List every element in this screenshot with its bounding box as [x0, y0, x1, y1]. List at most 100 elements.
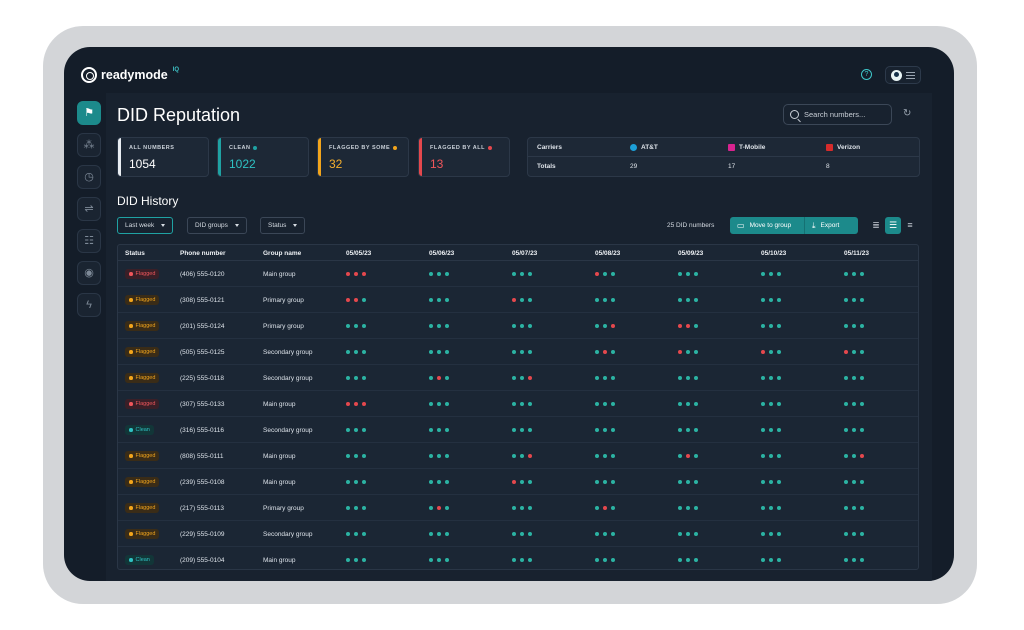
column-header[interactable]: 05/08/23 — [595, 250, 621, 257]
flag-icon[interactable]: ⚑ — [77, 101, 101, 125]
phone-number[interactable]: (316) 555-0116 — [180, 427, 224, 434]
table-row[interactable]: Flagged (217) 555-0113 Primary group — [118, 495, 918, 521]
phone-number[interactable]: (217) 555-0113 — [180, 505, 224, 512]
day-status-dots[interactable] — [844, 402, 864, 406]
date-range-filter[interactable]: Last week — [117, 217, 174, 234]
table-row[interactable]: Flagged (505) 555-0125 Secondary group — [118, 339, 918, 365]
phone-number[interactable]: (808) 555-0111 — [180, 453, 224, 460]
stat-card[interactable]: CLEAN 1022 — [217, 137, 309, 177]
day-status-dots[interactable] — [512, 428, 532, 432]
day-status-dots[interactable] — [429, 428, 449, 432]
bulb-icon[interactable]: ◉ — [77, 261, 101, 285]
table-row[interactable]: Flagged (808) 555-0111 Main group — [118, 443, 918, 469]
day-status-dots[interactable] — [346, 558, 366, 562]
day-status-dots[interactable] — [761, 506, 781, 510]
day-status-dots[interactable] — [512, 558, 532, 562]
day-status-dots[interactable] — [512, 532, 532, 536]
day-status-dots[interactable] — [595, 480, 615, 484]
app-logo[interactable]: readymode IQ — [81, 67, 179, 83]
day-status-dots[interactable] — [346, 428, 366, 432]
day-status-dots[interactable] — [844, 272, 864, 276]
column-header[interactable]: 05/05/23 — [346, 250, 372, 257]
day-status-dots[interactable] — [595, 506, 615, 510]
day-status-dots[interactable] — [429, 558, 449, 562]
day-status-dots[interactable] — [346, 480, 366, 484]
stat-card[interactable]: ALL NUMBERS 1054 — [117, 137, 209, 177]
day-status-dots[interactable] — [346, 298, 366, 302]
day-status-dots[interactable] — [346, 454, 366, 458]
day-status-dots[interactable] — [844, 298, 864, 302]
column-header[interactable]: 05/09/23 — [678, 250, 704, 257]
day-status-dots[interactable] — [346, 402, 366, 406]
day-status-dots[interactable] — [761, 376, 781, 380]
user-menu-button[interactable] — [885, 66, 921, 84]
day-status-dots[interactable] — [761, 480, 781, 484]
day-status-dots[interactable] — [761, 272, 781, 276]
lightning-icon[interactable]: ϟ — [77, 293, 101, 317]
day-status-dots[interactable] — [512, 402, 532, 406]
phone-number[interactable]: (225) 555-0118 — [180, 375, 224, 382]
day-status-dots[interactable] — [595, 454, 615, 458]
day-status-dots[interactable] — [346, 324, 366, 328]
day-status-dots[interactable] — [761, 402, 781, 406]
day-status-dots[interactable] — [346, 350, 366, 354]
day-status-dots[interactable] — [844, 376, 864, 380]
day-status-dots[interactable] — [595, 376, 615, 380]
day-status-dots[interactable] — [346, 376, 366, 380]
day-status-dots[interactable] — [844, 454, 864, 458]
day-status-dots[interactable] — [346, 532, 366, 536]
day-status-dots[interactable] — [678, 272, 698, 276]
table-row[interactable]: Clean (316) 555-0116 Secondary group — [118, 417, 918, 443]
day-status-dots[interactable] — [512, 480, 532, 484]
day-status-dots[interactable] — [761, 350, 781, 354]
day-status-dots[interactable] — [429, 350, 449, 354]
day-status-dots[interactable] — [761, 298, 781, 302]
table-row[interactable]: Flagged (406) 555-0120 Main group — [118, 261, 918, 287]
day-status-dots[interactable] — [429, 454, 449, 458]
day-status-dots[interactable] — [844, 428, 864, 432]
phone-number[interactable]: (307) 555-0133 — [180, 401, 225, 408]
day-status-dots[interactable] — [761, 454, 781, 458]
day-status-dots[interactable] — [346, 506, 366, 510]
day-status-dots[interactable] — [595, 272, 615, 276]
day-status-dots[interactable] — [429, 532, 449, 536]
column-header[interactable]: Status — [125, 250, 145, 257]
day-status-dots[interactable] — [595, 350, 615, 354]
help-icon[interactable]: ? — [861, 69, 872, 80]
phone-number[interactable]: (229) 555-0109 — [180, 531, 225, 538]
day-status-dots[interactable] — [678, 298, 698, 302]
day-status-dots[interactable] — [678, 454, 698, 458]
day-status-dots[interactable] — [512, 272, 532, 276]
day-status-dots[interactable] — [595, 428, 615, 432]
day-status-dots[interactable] — [678, 506, 698, 510]
day-status-dots[interactable] — [678, 428, 698, 432]
day-status-dots[interactable] — [761, 428, 781, 432]
day-status-dots[interactable] — [844, 532, 864, 536]
table-row[interactable]: Flagged (307) 555-0133 Main group — [118, 391, 918, 417]
day-status-dots[interactable] — [678, 324, 698, 328]
list-view-icon[interactable]: ☰ — [885, 217, 901, 234]
did-groups-filter[interactable]: DID groups — [187, 217, 247, 234]
table-row[interactable]: Flagged (239) 555-0108 Main group — [118, 469, 918, 495]
day-status-dots[interactable] — [429, 298, 449, 302]
day-status-dots[interactable] — [512, 350, 532, 354]
day-status-dots[interactable] — [512, 506, 532, 510]
day-status-dots[interactable] — [678, 480, 698, 484]
phone-number[interactable]: (505) 555-0125 — [180, 349, 225, 356]
stat-card[interactable]: FLAGGED BY SOME 32 — [317, 137, 409, 177]
column-header[interactable]: 05/10/23 — [761, 250, 787, 257]
phone-number[interactable]: (308) 555-0121 — [180, 297, 225, 304]
column-header[interactable]: Phone number — [180, 250, 226, 257]
search-input[interactable]: Search numbers... — [783, 104, 892, 125]
column-header[interactable]: 05/07/23 — [512, 250, 538, 257]
column-header[interactable]: 05/06/23 — [429, 250, 455, 257]
day-status-dots[interactable] — [678, 558, 698, 562]
refresh-icon[interactable]: ↻ — [903, 108, 912, 119]
move-to-group-button[interactable]: ▭ Move to group — [730, 217, 805, 234]
day-status-dots[interactable] — [512, 324, 532, 328]
export-button[interactable]: ⤓ Export — [805, 217, 846, 234]
flow-icon[interactable]: ⇌ — [77, 197, 101, 221]
day-status-dots[interactable] — [429, 480, 449, 484]
day-status-dots[interactable] — [678, 532, 698, 536]
day-status-dots[interactable] — [429, 272, 449, 276]
